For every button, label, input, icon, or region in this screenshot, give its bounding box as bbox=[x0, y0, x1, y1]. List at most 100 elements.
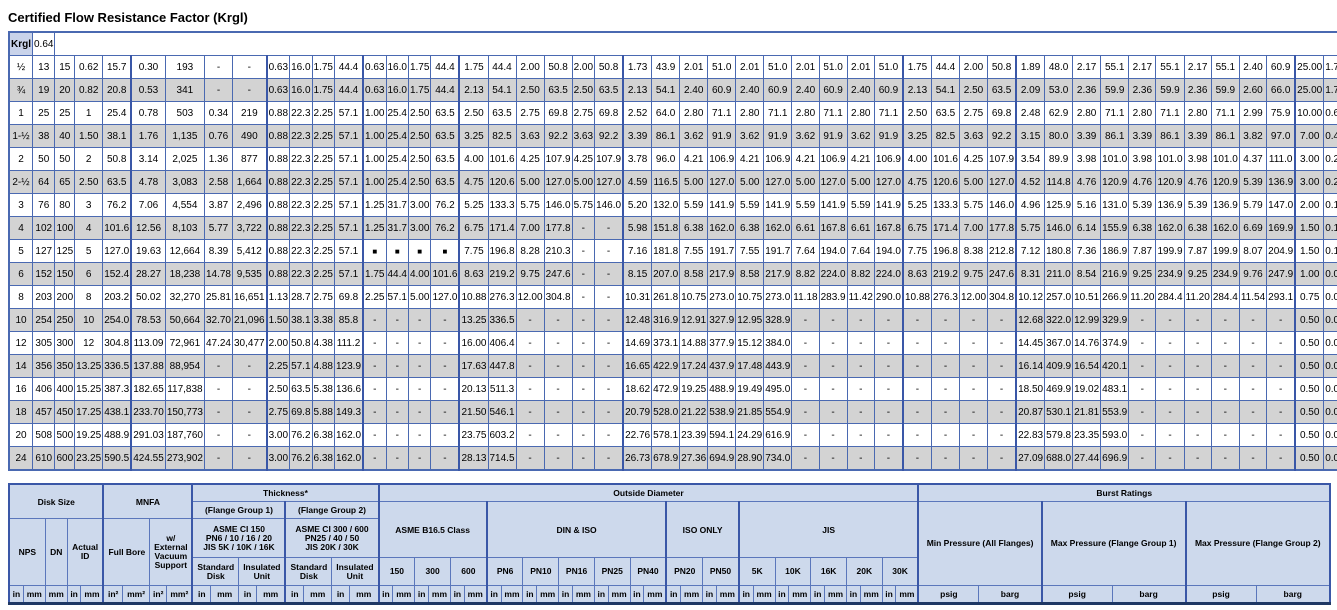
table-cell: 341 bbox=[164, 78, 205, 102]
table-cell: 367.0 bbox=[1044, 331, 1074, 355]
column-header: Min Pressure (All Flanges) bbox=[917, 501, 1043, 586]
table-cell: 2.80 bbox=[1072, 101, 1102, 125]
table-cell: 155.9 bbox=[1100, 216, 1130, 240]
table-cell: 50 bbox=[54, 147, 76, 171]
table-cell: 3.14 bbox=[130, 147, 166, 171]
table-cell: 71.1 bbox=[763, 101, 793, 125]
table-row: 3 76 80 3 76.2 7.06 4,554 3.87 2,496 0.88 22.3 2.25… bbox=[8, 193, 1337, 217]
column-header: ASME B16.5 Class bbox=[377, 501, 488, 558]
unit-header: in bbox=[810, 585, 826, 604]
table-cell: 0.53 bbox=[130, 78, 166, 102]
table-cell: 276.3 bbox=[487, 285, 517, 309]
table-cell: 3.38 bbox=[311, 308, 336, 332]
table-cell: ½ bbox=[8, 55, 33, 79]
table-cell: 6.38 bbox=[311, 423, 336, 447]
table-cell: - bbox=[571, 262, 596, 286]
table-cell: - bbox=[987, 354, 1017, 378]
table-cell: 336.5 bbox=[102, 354, 132, 378]
table-cell: 62.9 bbox=[1044, 101, 1074, 125]
table-cell: 276.3 bbox=[930, 285, 961, 309]
table-cell: 1.36 bbox=[203, 147, 234, 171]
table-cell: - bbox=[791, 377, 820, 401]
table-cell: 127.0 bbox=[594, 170, 624, 194]
table-cell: 3.87 bbox=[203, 193, 234, 217]
table-cell: 219.2 bbox=[930, 262, 961, 286]
table-cell: 4,554 bbox=[164, 193, 205, 217]
table-cell: 5.00 bbox=[515, 170, 545, 194]
table-cell: 22.3 bbox=[289, 193, 313, 217]
table-cell: - bbox=[1210, 377, 1240, 401]
table-row: 2 50 50 2 50.8 3.14 2,025 1.36 877 0.88 22.3 2.25 57… bbox=[8, 147, 1337, 171]
unit-header: mm bbox=[788, 585, 812, 604]
table-cell: 180.8 bbox=[1044, 239, 1074, 263]
unit-header: in bbox=[558, 585, 573, 604]
table-cell: - bbox=[1210, 400, 1240, 424]
table-cell: - bbox=[930, 377, 961, 401]
unit-header: psig bbox=[1184, 585, 1257, 604]
table-cell: 3.25 bbox=[901, 124, 932, 148]
table-cell: 5.77 bbox=[203, 216, 234, 240]
table-cell: - bbox=[1128, 423, 1157, 447]
table-cell: 152 bbox=[31, 262, 56, 286]
column-header: Actual ID bbox=[66, 518, 104, 586]
table-cell: 5.59 bbox=[735, 193, 765, 217]
unit-header: mm bbox=[392, 585, 416, 604]
table-cell: 76.2 bbox=[430, 193, 460, 217]
table-cell: - bbox=[1128, 400, 1157, 424]
table-cell: 4.25 bbox=[571, 147, 596, 171]
table-cell: 12.95 bbox=[735, 308, 765, 332]
table-cell: 273,902 bbox=[164, 446, 205, 471]
table-cell: 5.16 bbox=[1072, 193, 1102, 217]
unit-header: in bbox=[238, 585, 257, 604]
table-cell: - bbox=[846, 377, 875, 401]
table-cell: 25.4 bbox=[385, 147, 409, 171]
table-cell: 191.7 bbox=[707, 239, 737, 263]
table-cell: - bbox=[407, 308, 432, 332]
table-cell: 0.78 bbox=[130, 101, 166, 125]
table-cell: 171.4 bbox=[930, 216, 961, 240]
table-cell: 0.88 bbox=[265, 193, 291, 217]
table-cell: 149.3 bbox=[334, 400, 364, 424]
table-cell: 1.00 bbox=[362, 101, 387, 125]
table-cell: 57.1 bbox=[334, 124, 364, 148]
table-cell: 5,412 bbox=[231, 239, 268, 263]
table-cell: 207.0 bbox=[651, 262, 681, 286]
table-cell: 60.9 bbox=[873, 78, 904, 102]
table-cell: - bbox=[571, 285, 596, 309]
unit-header: barg bbox=[1111, 585, 1187, 604]
page-title: Certified Flow Resistance Factor (Krgl) bbox=[8, 10, 248, 25]
table-cell: 5.39 bbox=[1128, 193, 1157, 217]
table-cell: 4.21 bbox=[846, 147, 875, 171]
table-cell: 688.0 bbox=[1044, 446, 1074, 471]
table-cell: 329.9 bbox=[1100, 308, 1130, 332]
table-cell: 0.76 bbox=[203, 124, 234, 148]
table-cell: 4.00 bbox=[458, 147, 489, 171]
table-cell: 579.8 bbox=[1044, 423, 1074, 447]
table-cell: 327.9 bbox=[707, 308, 737, 332]
table-cell: 2.50 bbox=[958, 78, 989, 102]
table-cell: 136.9 bbox=[1266, 170, 1296, 194]
column-header: PN20 bbox=[665, 557, 704, 586]
table-cell: 2.40 bbox=[1238, 55, 1268, 79]
table-row: 2-½ 64 65 2.50 63.5 4.78 3,083 2.58 1,664 0.88 22.… bbox=[8, 170, 1337, 194]
table-cell: 13.25 bbox=[74, 354, 104, 378]
table-cell: 0.50 bbox=[1294, 354, 1325, 378]
table-cell: 4.78 bbox=[130, 170, 166, 194]
table-cell: 50,664 bbox=[164, 308, 205, 332]
table-cell: 0.03 bbox=[1323, 423, 1337, 447]
table-cell: 27.09 bbox=[1015, 446, 1046, 471]
table-cell: - bbox=[1210, 331, 1240, 355]
table-cell: 127.0 bbox=[707, 170, 737, 194]
table-cell: 5.00 bbox=[958, 170, 989, 194]
table-cell: 0.69 bbox=[1323, 101, 1337, 125]
table-cell: 63.5 bbox=[430, 124, 460, 148]
table-cell: 57.1 bbox=[334, 239, 364, 263]
table-cell: 508 bbox=[31, 423, 56, 447]
table-cell: 488.9 bbox=[102, 423, 132, 447]
table-cell: 63.5 bbox=[594, 78, 624, 102]
table-cell: 63.5 bbox=[102, 170, 132, 194]
table-cell: 304.8 bbox=[543, 285, 573, 309]
table-cell: 63.5 bbox=[543, 78, 573, 102]
table-cell: - bbox=[930, 331, 961, 355]
column-header: JIS bbox=[737, 501, 919, 558]
